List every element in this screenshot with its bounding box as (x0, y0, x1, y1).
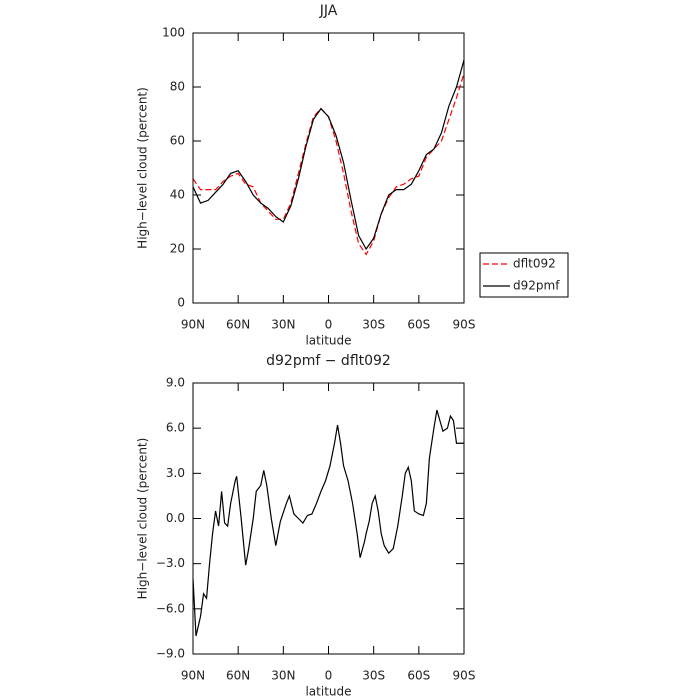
chart-title: d92pmf − dflt092 (266, 353, 391, 369)
x-tick-label: 0 (325, 318, 333, 332)
y-tick-label: −9.0 (156, 647, 185, 661)
plot-frame (192, 382, 465, 655)
x-tick-label: 30N (271, 318, 295, 332)
y-tick-label: 0 (177, 296, 185, 310)
y-axis-label: High−level cloud (percent) (136, 438, 150, 600)
x-tick-label: 60S (407, 318, 430, 332)
x-axis-label: latitude (305, 334, 351, 348)
x-tick-label: 30S (362, 318, 385, 332)
legend-label: d92pmf (513, 279, 560, 293)
legend-label: dflt092 (513, 257, 556, 271)
y-tick-label: 6.0 (166, 421, 185, 435)
series-line (192, 59, 465, 251)
series-line (192, 409, 464, 637)
y-tick-label: 3.0 (166, 466, 185, 480)
y-tick-label: 80 (170, 80, 185, 94)
x-tick-label: 90S (453, 318, 476, 332)
x-tick-label: 0 (325, 669, 333, 683)
y-tick-label: −6.0 (156, 601, 185, 615)
x-tick-label: 60S (407, 669, 430, 683)
y-tick-label: 20 (170, 242, 185, 256)
y-tick-label: 40 (170, 188, 185, 202)
x-axis-label: latitude (305, 685, 351, 699)
plot-frame (192, 32, 465, 304)
chart-title: JJA (319, 3, 338, 19)
x-tick-label: 90N (181, 669, 205, 683)
y-tick-label: 0.0 (166, 511, 185, 525)
y-tick-label: 100 (162, 26, 185, 40)
y-tick-label: −3.0 (156, 556, 185, 570)
y-tick-label: 60 (170, 134, 185, 148)
legend-box (479, 252, 569, 298)
series-line (192, 73, 465, 256)
x-tick-label: 90N (181, 318, 205, 332)
y-axis-label: High−level cloud (percent) (136, 87, 150, 249)
y-tick-label: 9.0 (166, 376, 185, 390)
x-tick-label: 90S (453, 669, 476, 683)
x-tick-label: 60N (226, 318, 250, 332)
x-tick-label: 30N (271, 669, 295, 683)
x-tick-label: 30S (362, 669, 385, 683)
x-tick-label: 60N (226, 669, 250, 683)
